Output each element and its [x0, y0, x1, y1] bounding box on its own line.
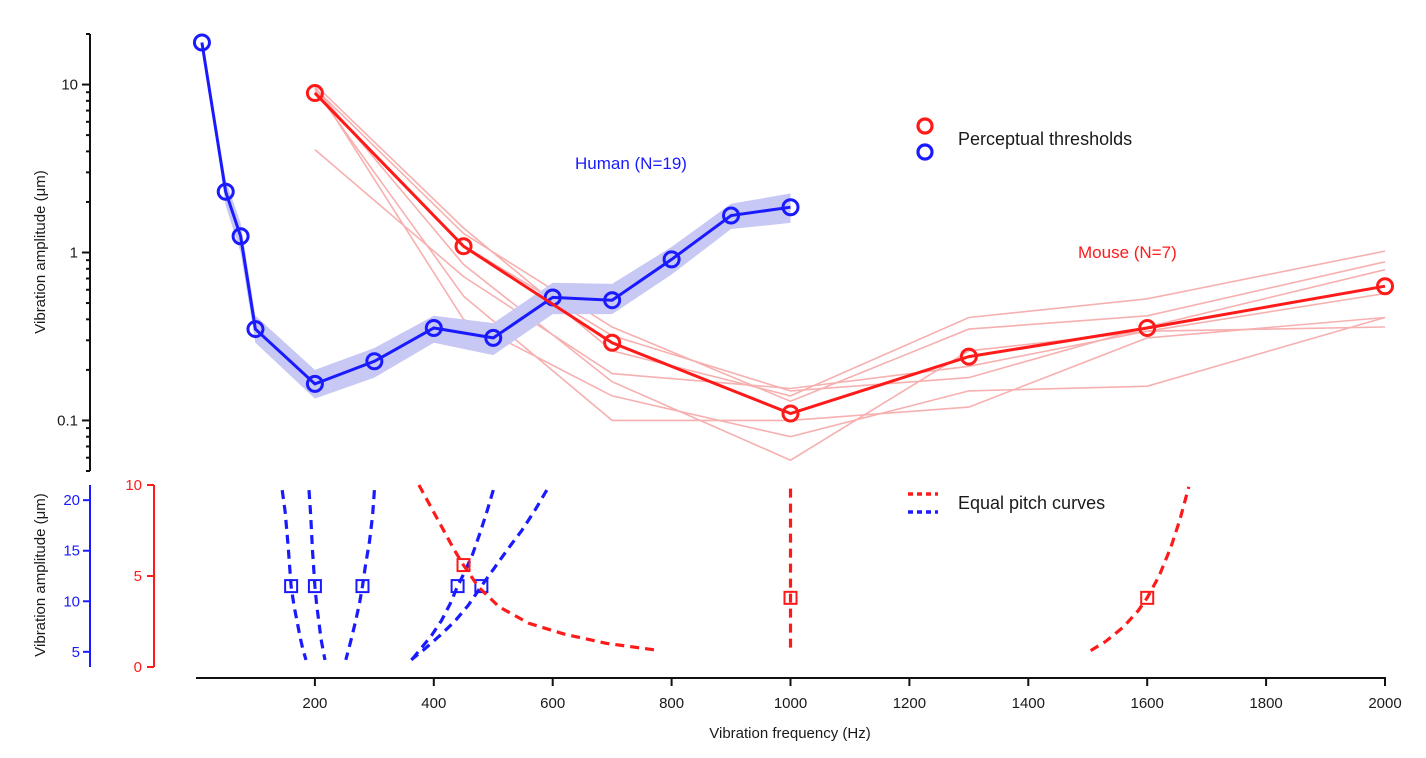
human-point: [781, 198, 800, 217]
human-point: [722, 206, 741, 225]
upper-panel: 10 1 0.1 Vibration amplitude (μm) Human (N…: [32, 33, 1394, 472]
human-point: [484, 328, 503, 347]
x-tick-label: 1600: [1131, 695, 1164, 712]
human-point: [216, 182, 235, 201]
mouse-axis-tick-label: 0: [134, 659, 142, 676]
human-point: [231, 227, 250, 246]
y-tick-label: 0.1: [57, 412, 78, 429]
mouse-individual-line: [314, 87, 1386, 403]
human-reference-marker: [355, 579, 370, 594]
x-tick-label: 200: [302, 695, 327, 712]
human-line: [200, 42, 791, 386]
human-point: [662, 250, 681, 269]
legend-equal-pitch-curves: Equal pitch curves: [908, 492, 1105, 514]
x-tick-label: 1800: [1249, 695, 1282, 712]
mouse-axis-tick-label: 10: [125, 477, 142, 494]
upper-y-axis-title: Vibration amplitude (μm): [32, 170, 49, 333]
human-annotation: Human (N=19): [575, 154, 687, 173]
human-reference-marker: [474, 579, 489, 594]
mouse-axis-tick-label: 5: [134, 568, 142, 585]
x-tick-label: 1200: [893, 695, 926, 712]
x-tick-label: 400: [421, 695, 446, 712]
mouse-individual-line: [314, 85, 1386, 438]
x-tick-label: 1400: [1012, 695, 1045, 712]
x-tick-label: 800: [659, 695, 684, 712]
x-axis: 200 400 600 800 1000 1200 1400 1600 1800 2000: [196, 677, 1402, 712]
lower-y-axis-mouse: 0 5 10: [125, 477, 155, 676]
mouse-point: [603, 333, 622, 352]
human-point: [305, 374, 324, 393]
legend-perceptual-thresholds: Perceptual thresholds: [916, 117, 1132, 161]
human-point: [424, 319, 443, 338]
human-pitch-curve: [344, 489, 376, 661]
mouse-point: [959, 347, 978, 366]
mouse-annotation: Mouse (N=7): [1078, 243, 1177, 262]
human-point: [603, 291, 622, 310]
mouse-individual-line: [314, 84, 1386, 397]
human-pitch-curve: [408, 489, 495, 663]
mouse-point: [305, 84, 324, 103]
human-series: [192, 33, 800, 393]
lower-y-axis-title: Vibration amplitude (μm): [32, 493, 49, 656]
human-point: [365, 352, 384, 371]
mouse-reference-marker: [1140, 590, 1155, 605]
mouse-pitch-curve: [1089, 486, 1191, 652]
human-point: [192, 33, 211, 52]
human-pitch-curve: [410, 489, 549, 662]
mouse-series: [305, 84, 1394, 423]
mouse-point: [454, 237, 473, 256]
human-error-band: [201, 42, 791, 399]
lower-y-axis-human: 5 10 15 20: [63, 485, 91, 667]
human-reference-marker: [450, 579, 465, 594]
lower-panel: 5 10 15 20 0 5 10 Vibration amplitude (μm) Eq…: [32, 477, 1191, 676]
x-tick-label: 600: [540, 695, 565, 712]
legend-label-perceptual-thresholds: Perceptual thresholds: [958, 129, 1132, 149]
human-sem-band: [201, 42, 791, 399]
human-reference-marker: [307, 579, 322, 594]
x-tick-label: 2000: [1368, 695, 1401, 712]
human-axis-tick-label: 5: [72, 644, 80, 661]
human-point: [246, 320, 265, 339]
human-axis-tick-label: 15: [63, 543, 80, 560]
mouse-line: [313, 92, 1386, 416]
legend-marker-human: [916, 143, 934, 161]
mouse-reference-marker: [456, 558, 471, 573]
human-axis-tick-label: 10: [63, 593, 80, 610]
mouse-point: [781, 404, 800, 423]
legend-label-equal-pitch-curves: Equal pitch curves: [958, 493, 1105, 513]
human-pitch-curve: [280, 489, 308, 661]
equal-pitch-curves: [280, 484, 1191, 663]
legend-marker-mouse: [916, 117, 934, 135]
y-tick-label: 10: [61, 77, 78, 94]
mouse-point: [1376, 277, 1394, 296]
mouse-pitch-curve: [417, 484, 660, 653]
mouse-individual-line: [314, 86, 1386, 462]
human-pitch-curve: [307, 489, 327, 661]
human-reference-marker: [284, 579, 299, 594]
mouse-individual-line: [314, 148, 1386, 390]
y-tick-label: 1: [70, 245, 78, 262]
x-axis-title: Vibration frequency (Hz): [709, 725, 870, 742]
mouse-individual-lines: [314, 84, 1386, 462]
mouse-point: [1138, 319, 1157, 338]
x-tick-label: 1000: [774, 695, 807, 712]
mouse-reference-marker: [783, 590, 798, 605]
upper-y-axis: 10 1 0.1: [57, 33, 91, 472]
human-axis-tick-label: 20: [63, 492, 80, 509]
